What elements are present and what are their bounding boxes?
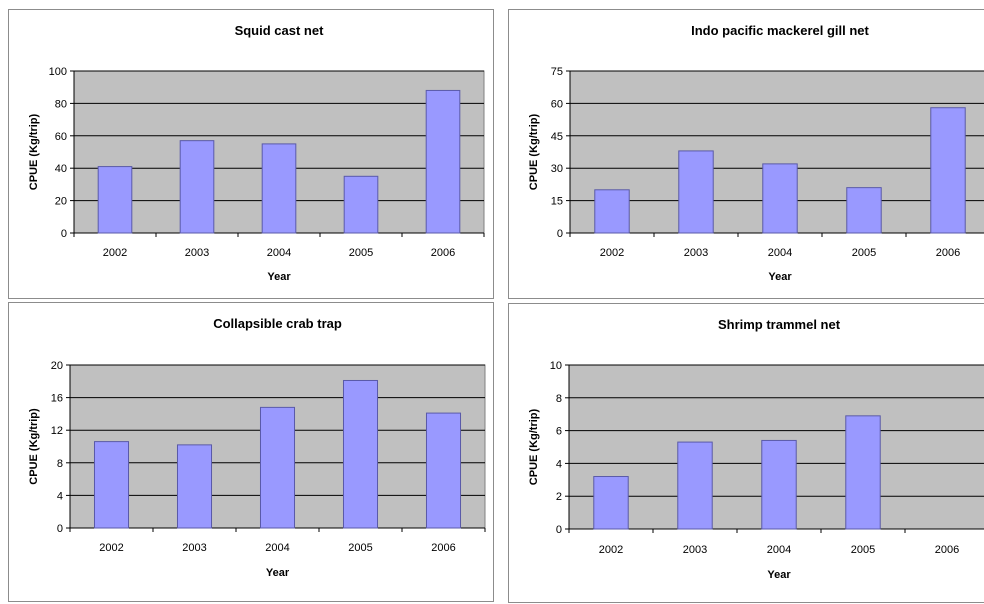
bar-2003 — [677, 441, 713, 530]
x-tick-label: 2006 — [431, 247, 455, 259]
bar-2005 — [846, 187, 882, 234]
y-tick-label: 60 — [551, 98, 563, 110]
bar-2004 — [261, 143, 297, 234]
bar-2005 — [845, 415, 881, 530]
x-tick-label: 2005 — [348, 542, 372, 554]
chart-title: Collapsible crab trap — [213, 316, 342, 331]
bar-2004 — [762, 163, 798, 234]
x-tick-label: 2002 — [103, 247, 127, 259]
x-tick-label: 2004 — [767, 544, 791, 556]
chart-squid-cast-net: Squid cast net 0 20 40 60 80 100 2002 2003 2004 20… — [28, 23, 485, 283]
x-axis-label: Year — [767, 569, 791, 581]
y-tick-label: 15 — [551, 196, 563, 208]
y-tick-label: 0 — [557, 228, 563, 240]
bar-2006 — [425, 89, 461, 234]
chart-shrimp-trammel-net: Shrimp trammel net 0 2 4 6 8 10 2002 2003 2004 200… — [528, 317, 984, 581]
chart-collapsible-crab-trap: Collapsible crab trap 0 4 8 12 16 20 2002 2003 20… — [28, 316, 486, 579]
y-tick-label: 60 — [55, 131, 67, 143]
y-tick-label: 0 — [556, 524, 562, 536]
x-tick-label: 2003 — [683, 544, 707, 556]
x-tick-label: 2003 — [185, 247, 209, 259]
x-axis-label: Year — [267, 271, 291, 283]
x-tick-label: 2003 — [182, 542, 206, 554]
x-tick-label: 2002 — [599, 544, 623, 556]
y-tick-label: 0 — [61, 228, 67, 240]
bar-2002 — [593, 476, 629, 530]
x-tick-label: 2005 — [349, 247, 373, 259]
bar-2004 — [761, 439, 797, 530]
x-tick-label: 2006 — [935, 544, 959, 556]
y-tick-label: 20 — [51, 360, 63, 372]
x-tick-label: 2004 — [265, 542, 289, 554]
y-tick-label: 20 — [55, 196, 67, 208]
y-tick-label: 100 — [49, 66, 67, 78]
y-axis-label: CPUE (Kg/trip) — [28, 113, 40, 190]
y-tick-label: 30 — [551, 163, 563, 175]
x-tick-label: 2004 — [267, 247, 291, 259]
y-tick-label: 4 — [57, 490, 63, 502]
y-axis-label: CPUE (Kg/trip) — [528, 408, 540, 485]
x-axis-label: Year — [768, 271, 792, 283]
x-tick-label: 2005 — [851, 544, 875, 556]
chart-panel-squid-cast-net: Squid cast net 0 20 40 60 80 100 2002 2003 2004 20… — [8, 9, 494, 299]
x-axis-label: Year — [266, 567, 290, 579]
y-tick-label: 12 — [51, 425, 63, 437]
bar-2005 — [343, 175, 379, 234]
bar-2006 — [930, 107, 966, 234]
y-tick-label: 6 — [556, 426, 562, 438]
y-tick-label: 45 — [551, 131, 563, 143]
bar-2003 — [176, 444, 213, 529]
x-tick-label: 2002 — [600, 247, 624, 259]
bar-2003 — [179, 140, 215, 234]
y-tick-label: 8 — [57, 458, 63, 470]
y-tick-label: 10 — [550, 360, 562, 372]
chart-title: Shrimp trammel net — [718, 317, 841, 332]
y-tick-label: 16 — [51, 393, 63, 405]
chart-title: Indo pacific mackerel gill net — [691, 23, 869, 38]
x-tick-label: 2005 — [852, 247, 876, 259]
bar-2002 — [93, 441, 130, 529]
x-tick-label: 2006 — [431, 542, 455, 554]
chart-panel-collapsible-crab-trap: Collapsible crab trap 0 4 8 12 16 20 2002 2003 20… — [8, 302, 494, 602]
y-axis-label: CPUE (Kg/trip) — [528, 113, 540, 190]
bar-2002 — [97, 166, 133, 234]
y-axis-label: CPUE (Kg/trip) — [28, 408, 40, 485]
y-tick-label: 2 — [556, 491, 562, 503]
chart-panel-indo-pacific-mackerel-gill-net: Indo pacific mackerel gill net 0 15 30 45 60 7… — [508, 9, 984, 299]
y-tick-label: 75 — [551, 66, 563, 78]
y-tick-label: 8 — [556, 393, 562, 405]
chart-indo-pacific-mackerel-gill-net: Indo pacific mackerel gill net 0 15 30 45 60 7… — [528, 23, 984, 283]
bar-2004 — [259, 406, 296, 529]
bar-2002 — [594, 189, 630, 234]
y-tick-label: 0 — [57, 523, 63, 535]
bar-2003 — [678, 150, 714, 234]
y-tick-label: 40 — [55, 163, 67, 175]
x-tick-label: 2003 — [684, 247, 708, 259]
bar-2006 — [425, 412, 462, 529]
chart-title: Squid cast net — [235, 23, 325, 38]
x-tick-label: 2004 — [768, 247, 792, 259]
chart-panel-shrimp-trammel-net: Shrimp trammel net 0 2 4 6 8 10 2002 2003 2004 200… — [508, 303, 984, 603]
x-tick-label: 2006 — [936, 247, 960, 259]
y-tick-label: 4 — [556, 458, 562, 470]
bar-2005 — [342, 379, 379, 529]
y-tick-label: 80 — [55, 98, 67, 110]
x-tick-label: 2002 — [99, 542, 123, 554]
